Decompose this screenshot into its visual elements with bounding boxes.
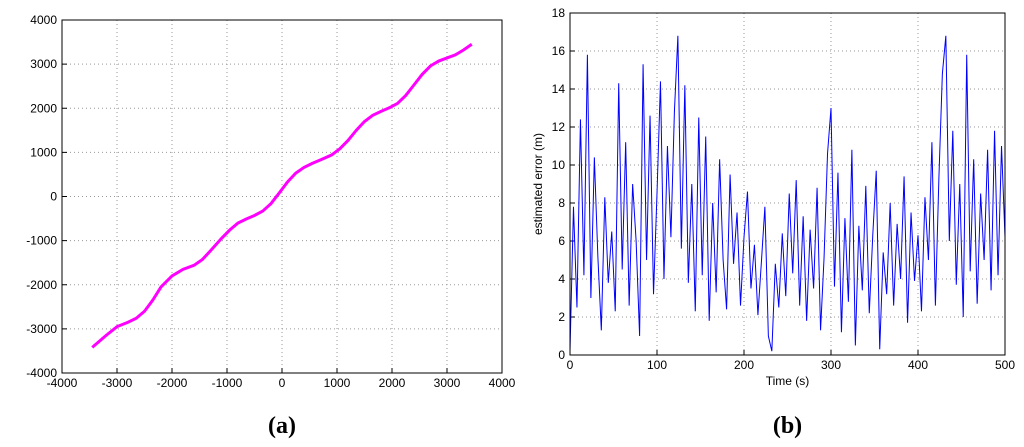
x-tick-label: 100 (647, 358, 667, 372)
y-tick-label: 10 (552, 158, 566, 172)
y-tick-label: 2000 (30, 101, 57, 115)
y-tick-label: -4000 (26, 366, 57, 380)
data-line (91, 43, 473, 349)
y-axis-label: estimated error (m) (531, 133, 545, 235)
data-line (569, 35, 1006, 352)
y-tick-label: 3000 (30, 57, 57, 71)
y-tick-label: -2000 (26, 278, 57, 292)
y-tick-label: 8 (558, 196, 565, 210)
caption: (a) (268, 413, 296, 439)
y-tick-label: 4 (558, 272, 565, 286)
x-tick-label: 3000 (434, 376, 461, 390)
x-tick-label: 400 (908, 358, 928, 372)
x-tick-label: 500 (995, 358, 1015, 372)
y-tick-label: 14 (552, 82, 566, 96)
x-tick-label: 2000 (379, 376, 406, 390)
y-tick-label: -1000 (26, 234, 57, 248)
y-tick-label: 2 (558, 310, 565, 324)
y-tick-label: 6 (558, 234, 565, 248)
x-tick-label: 300 (821, 358, 841, 372)
x-tick-label: 200 (734, 358, 754, 372)
plot-frame (61, 19, 503, 374)
y-tick-label: 1000 (30, 145, 57, 159)
y-tick-label: 16 (552, 44, 566, 58)
y-tick-label: 12 (552, 120, 566, 134)
x-tick-label: 1000 (324, 376, 351, 390)
x-tick-label: -4000 (47, 376, 78, 390)
y-tick-label: 0 (558, 348, 565, 362)
y-tick-label: 18 (552, 6, 566, 20)
x-tick-label: 0 (279, 376, 286, 390)
x-tick-label: -3000 (102, 376, 133, 390)
x-tick-label: -1000 (212, 376, 243, 390)
caption: (b) (773, 413, 802, 439)
plot-area (570, 13, 1005, 355)
x-tick-label: -2000 (157, 376, 188, 390)
x-tick-label: 4000 (489, 376, 516, 390)
y-tick-label: 4000 (30, 13, 57, 27)
y-tick-label: -3000 (26, 322, 57, 336)
x-axis-label: Time (s) (766, 374, 810, 388)
y-tick-label: 0 (50, 190, 57, 204)
x-tick-label: 0 (567, 358, 574, 372)
plot-frame (569, 12, 1006, 356)
